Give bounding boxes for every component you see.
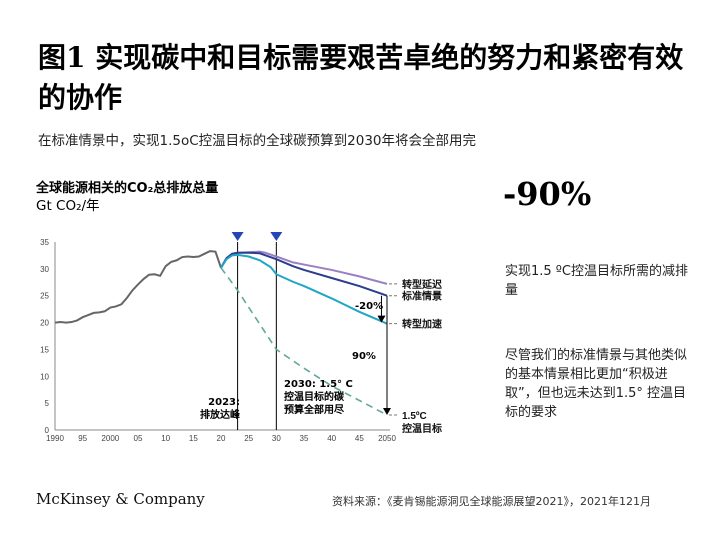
marker-triangle-2023 — [231, 232, 244, 241]
arrow-20-head — [377, 315, 386, 323]
y-tick-label: 5 — [45, 399, 50, 408]
annotation-budget: 2030: 1.5° C 控温目标的碳 预算全部用尽 — [284, 379, 353, 416]
annotation-90: 90% — [352, 351, 376, 362]
series-label-1: 转型延迟 — [402, 278, 442, 291]
y-tick-label: 20 — [40, 319, 49, 328]
series-line-4 — [220, 267, 388, 416]
arrow-90-head — [383, 407, 391, 415]
x-tick-label: 15 — [189, 434, 198, 443]
chart-title: 全球能源相关的CO₂总排放总量 — [36, 181, 219, 196]
reduction-value: -90% — [503, 175, 592, 213]
x-tick-label: 20 — [217, 434, 226, 443]
page-title: 图1 实现碳中和目标需要艰苦卓绝的努力和紧密有效的协作 — [38, 41, 684, 114]
x-tick-label: 1990 — [46, 434, 64, 443]
x-tick-label: 25 — [244, 434, 253, 443]
x-tick-label: 40 — [327, 434, 336, 443]
series-label-2: 标准情景 — [401, 290, 442, 303]
y-tick-label: 10 — [40, 372, 49, 381]
y-tick-label: 35 — [40, 238, 49, 247]
mckinsey-logo: McKinsey & Company — [36, 490, 205, 508]
series-line-3 — [220, 253, 388, 325]
x-tick-label: 10 — [161, 434, 170, 443]
series-label-4-line2: 控温目标 — [402, 422, 442, 435]
x-tick-label: 45 — [355, 434, 364, 443]
y-tick-label: 15 — [40, 345, 49, 354]
reduction-note: 实现1.5 ºC控温目标所需的减排量 — [505, 264, 689, 298]
x-tick-label: 2050 — [378, 434, 396, 443]
annotation-peak: 2023: 排放达峰 — [200, 397, 240, 421]
x-tick-label: 2000 — [101, 434, 119, 443]
series-line-2 — [220, 251, 388, 297]
subtitle: 在标准情景中，实现1.5oC控温目标的全球碳预算到2030年将会全部用完 — [38, 133, 477, 149]
x-tick-label: 95 — [78, 434, 87, 443]
y-tick-label: 25 — [40, 292, 49, 301]
x-tick-label: 30 — [272, 434, 281, 443]
y-axis-unit: Gt CO₂/年 — [36, 198, 100, 214]
series-label-4: 1.5ºC — [402, 411, 427, 422]
scenario-note: 尽管我们的标准情景与其他类似的基本情景相比更加“积极进取”，但也远未达到1.5°… — [505, 348, 688, 420]
y-tick-label: 0 — [45, 426, 50, 435]
marker-triangle-2030 — [270, 232, 283, 241]
y-tick-label: 30 — [40, 265, 49, 274]
annotation-minus20: -20% — [355, 301, 384, 312]
series-label-3: 转型加速 — [402, 318, 442, 331]
x-tick-label: 35 — [300, 434, 309, 443]
source-note: 资料来源：《麦肯锡能源洞见全球能源展望2021》，2021年121月 — [332, 495, 651, 508]
x-tick-label: 05 — [134, 434, 143, 443]
series-line-0 — [54, 250, 222, 324]
